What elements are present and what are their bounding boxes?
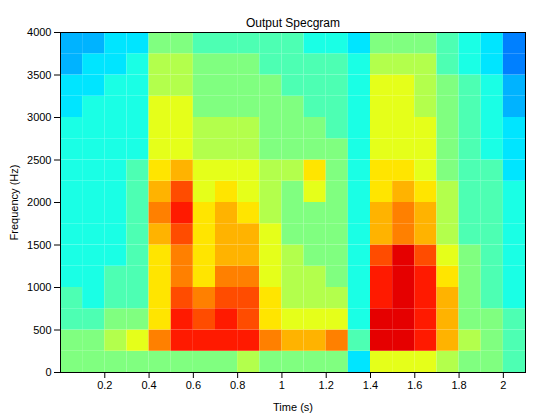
- svg-text:0.6: 0.6: [186, 379, 201, 391]
- svg-text:1500: 1500: [27, 239, 51, 251]
- svg-text:500: 500: [33, 324, 51, 336]
- svg-text:0.2: 0.2: [97, 379, 112, 391]
- svg-text:Time (s): Time (s): [273, 401, 313, 413]
- svg-text:3000: 3000: [27, 111, 51, 123]
- svg-text:1.4: 1.4: [363, 379, 378, 391]
- svg-text:1000: 1000: [27, 281, 51, 293]
- svg-text:1.2: 1.2: [319, 379, 334, 391]
- svg-text:4000: 4000: [27, 26, 51, 38]
- svg-text:0.8: 0.8: [230, 379, 245, 391]
- svg-text:2000: 2000: [27, 196, 51, 208]
- svg-text:2500: 2500: [27, 154, 51, 166]
- svg-text:Output Specgram: Output Specgram: [246, 16, 340, 30]
- svg-text:0: 0: [45, 366, 51, 378]
- svg-text:3500: 3500: [27, 69, 51, 81]
- svg-text:1: 1: [279, 379, 285, 391]
- svg-text:2: 2: [500, 379, 506, 391]
- svg-text:1.8: 1.8: [451, 379, 466, 391]
- svg-text:Frequency (Hz): Frequency (Hz): [8, 165, 20, 241]
- svg-text:1.6: 1.6: [407, 379, 422, 391]
- svg-text:0.4: 0.4: [141, 379, 156, 391]
